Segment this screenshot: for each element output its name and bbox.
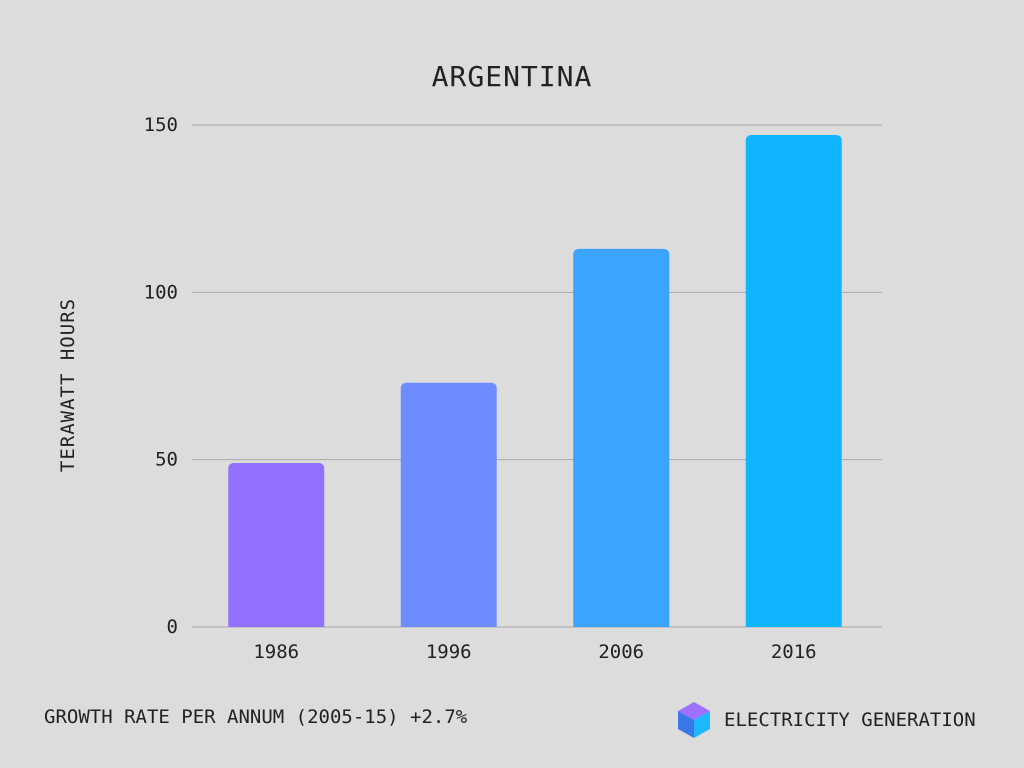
cube-icon xyxy=(676,700,712,740)
x-tick-label: 1996 xyxy=(426,641,472,663)
bar-1986 xyxy=(228,463,325,627)
bars xyxy=(228,135,842,628)
brand-label: ELECTRICITY GENERATION xyxy=(724,709,976,731)
bar-2016 xyxy=(745,135,842,628)
growth-rate-text: GROWTH RATE PER ANNUM (2005-15) +2.7% xyxy=(44,706,468,728)
x-tick-label: 2006 xyxy=(598,641,644,663)
bar-2006 xyxy=(573,248,670,627)
chart-title: ARGENTINA xyxy=(432,60,593,93)
x-axis-ticks: 1986 1996 2006 2016 xyxy=(253,641,816,663)
y-tick-label: 50 xyxy=(155,449,178,471)
brand: ELECTRICITY GENERATION xyxy=(676,700,976,740)
y-axis-label: TERAWATT HOURS xyxy=(57,298,79,472)
x-tick-label: 2016 xyxy=(771,641,817,663)
x-tick-label: 1986 xyxy=(253,641,299,663)
y-axis-ticks: 0 50 100 150 xyxy=(144,114,178,638)
y-tick-label: 100 xyxy=(144,281,178,303)
y-tick-label: 150 xyxy=(144,114,178,136)
bar-1996 xyxy=(400,382,497,627)
y-tick-label: 0 xyxy=(167,616,178,638)
